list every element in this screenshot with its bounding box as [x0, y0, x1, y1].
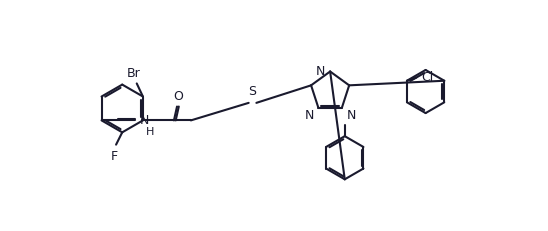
Text: F: F — [111, 149, 118, 162]
Text: N: N — [304, 109, 314, 122]
Text: N: N — [140, 114, 150, 127]
Text: N: N — [316, 65, 326, 78]
Text: O: O — [173, 90, 182, 103]
Text: N: N — [346, 109, 356, 122]
Text: Br: Br — [127, 67, 140, 79]
Text: H: H — [146, 126, 154, 136]
Text: Cl: Cl — [421, 71, 434, 84]
Text: S: S — [249, 85, 256, 98]
